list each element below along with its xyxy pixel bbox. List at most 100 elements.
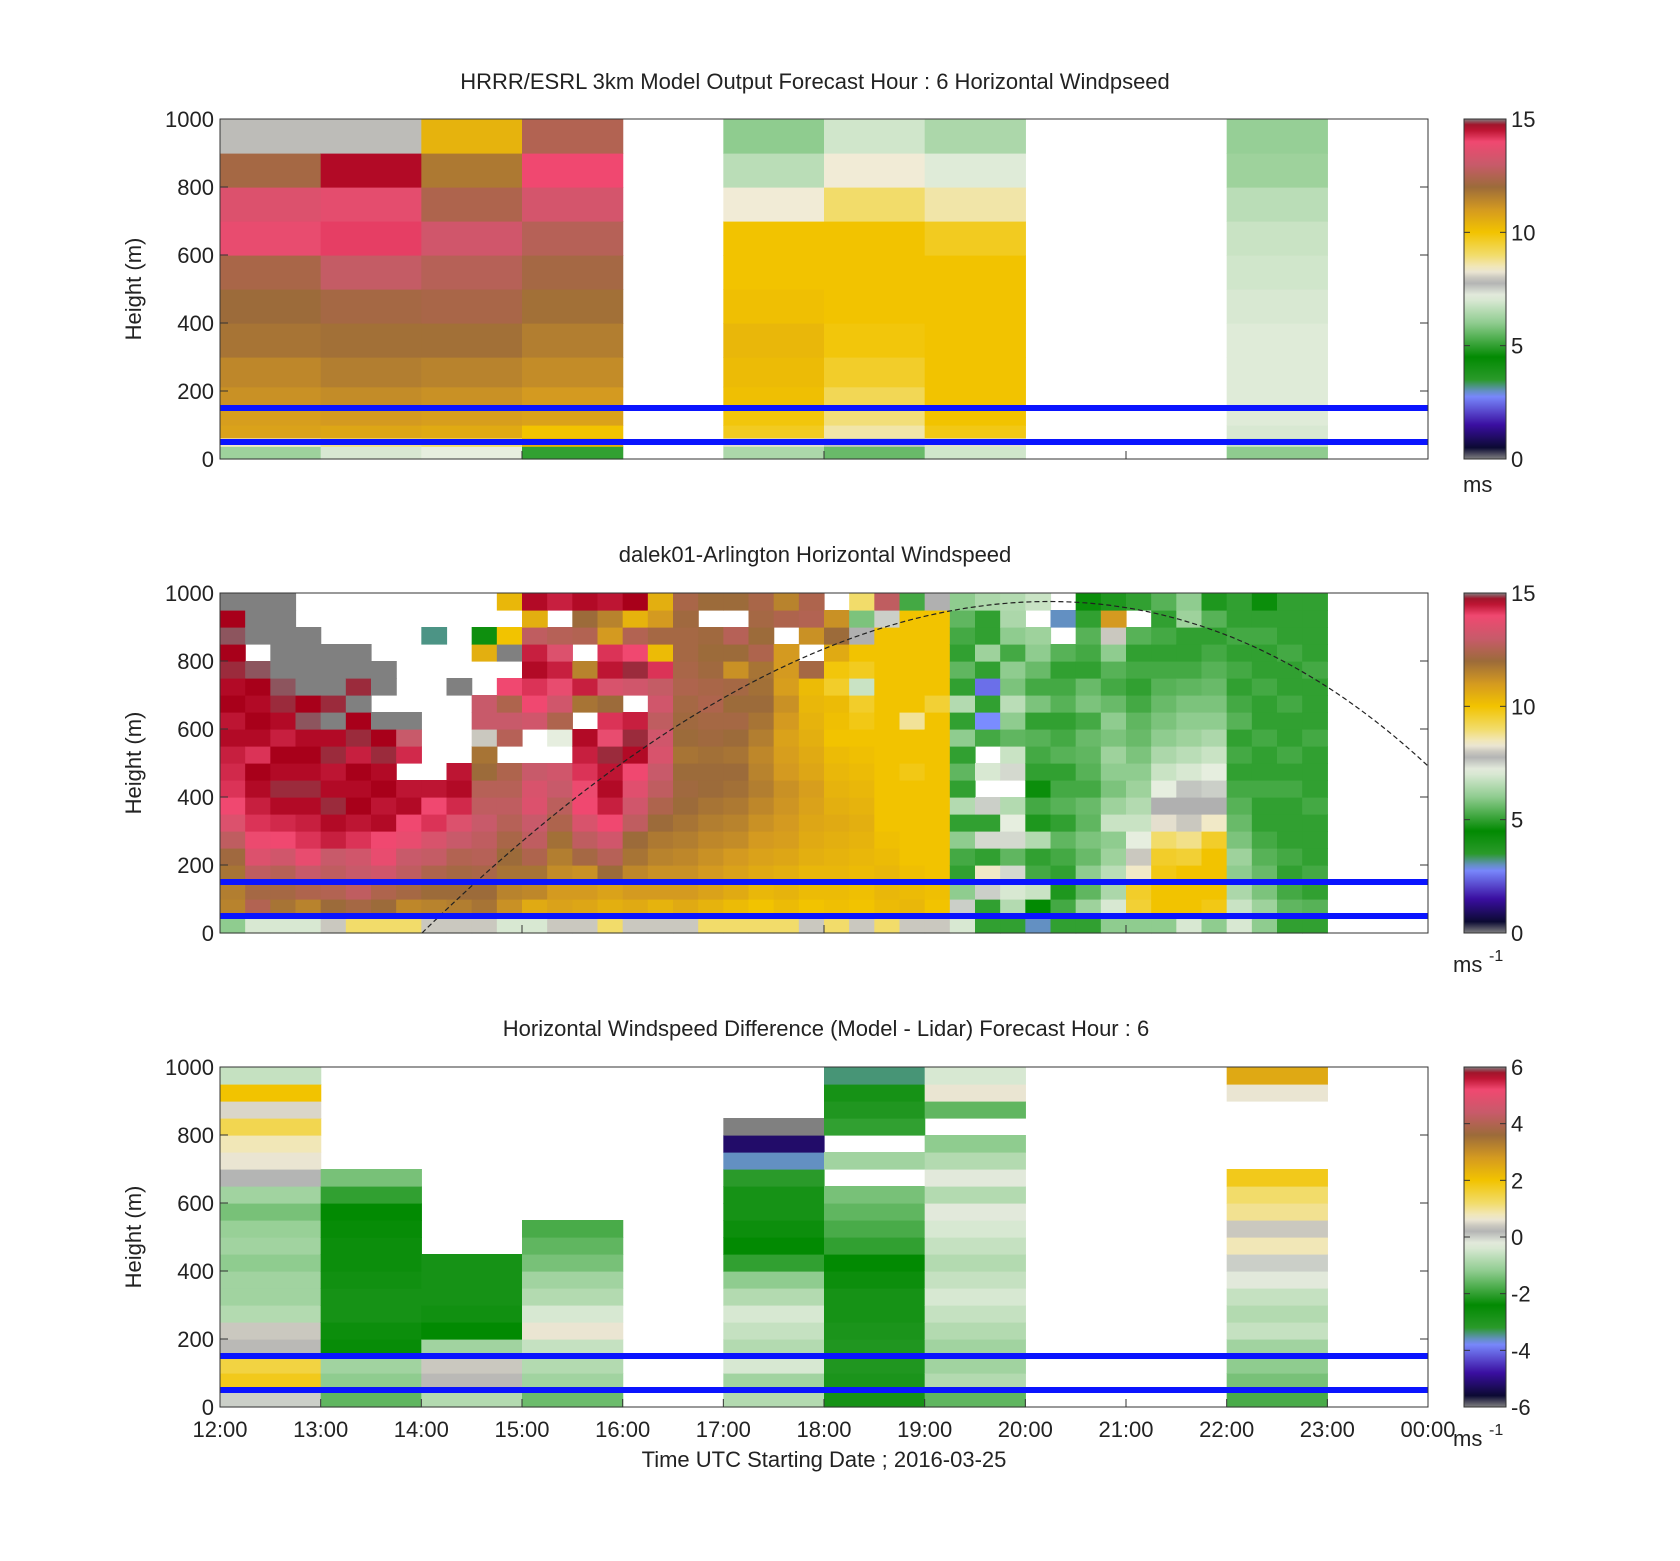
heatmap-cell	[1100, 627, 1127, 645]
heatmap-cell	[572, 593, 599, 611]
heatmap-cell	[572, 763, 599, 781]
heatmap-cell	[220, 1322, 322, 1340]
heatmap-cell	[924, 1305, 1026, 1323]
heatmap-cell	[698, 831, 724, 849]
heatmap-cell	[723, 763, 750, 781]
heatmap-cell	[547, 644, 573, 662]
heatmap-cell	[1050, 644, 1077, 662]
y-tick-label: 400	[177, 785, 214, 810]
heatmap-cell	[295, 763, 322, 781]
heatmap-cell	[547, 916, 573, 934]
x-tick-label: 21:00	[1098, 1417, 1153, 1442]
heatmap-cell	[1226, 848, 1253, 866]
heatmap-cell	[421, 814, 448, 832]
heatmap-cell	[849, 814, 875, 832]
heatmap-cell	[220, 386, 322, 409]
heatmap-cell	[899, 848, 926, 866]
colorbar-tick-label: 10	[1511, 694, 1535, 719]
heatmap-cell	[698, 695, 724, 713]
heatmap-cell	[220, 323, 322, 358]
heatmap-cell	[396, 729, 422, 747]
heatmap-cell	[1075, 661, 1102, 679]
heatmap-cell	[824, 425, 926, 439]
heatmap-cell	[572, 678, 599, 696]
heatmap-cell	[1025, 831, 1052, 849]
x-tick-label: 00:00	[1400, 1417, 1455, 1442]
heatmap-cell	[245, 916, 271, 934]
heatmap-cell	[1075, 746, 1102, 764]
heatmap-cell	[874, 712, 901, 730]
heatmap-cell	[245, 763, 271, 781]
heatmap-cell	[673, 695, 699, 713]
heatmap-cell	[220, 221, 322, 256]
heatmap-cell	[320, 1254, 422, 1272]
heatmap-cell	[949, 678, 976, 696]
heatmap-cell	[1277, 763, 1303, 781]
heatmap-cell	[320, 323, 422, 358]
heatmap-cell	[220, 425, 322, 439]
heatmap-cell	[924, 814, 951, 832]
heatmap-cell	[874, 644, 901, 662]
heatmap-cell	[421, 1271, 523, 1289]
heatmap-cell	[547, 695, 573, 713]
colorbar-gradient	[1463, 118, 1507, 460]
heatmap-cell	[371, 865, 397, 883]
heatmap-cell	[1251, 780, 1278, 798]
heatmap-cell	[1100, 661, 1127, 679]
heatmap-cell	[824, 1254, 926, 1272]
heatmap-cell	[824, 916, 850, 934]
panel-difference-x-axis: 12:00 13:00 14:00 15:00 16:00 17:00 18:00 19:00…	[192, 1399, 1456, 1442]
heatmap-cell	[748, 814, 775, 832]
heatmap-cell	[245, 797, 271, 815]
heatmap-cell	[1302, 814, 1328, 832]
heatmap-cell	[320, 678, 347, 696]
heatmap-cell	[975, 831, 1001, 849]
heatmap-cell	[496, 780, 523, 798]
heatmap-cell	[220, 153, 322, 188]
heatmap-cell	[320, 916, 347, 934]
colorbar-tick-label: 15	[1511, 107, 1535, 132]
heatmap-cell	[345, 916, 372, 934]
heatmap-cell	[496, 831, 523, 849]
heatmap-cell	[597, 593, 624, 611]
heatmap-cell	[1100, 746, 1127, 764]
heatmap-cell	[723, 1237, 825, 1255]
heatmap-cell	[924, 1390, 1026, 1408]
heatmap-cell	[496, 729, 523, 747]
heatmap-cell	[1025, 814, 1052, 832]
heatmap-cell	[1025, 661, 1052, 679]
heatmap-cell	[798, 814, 825, 832]
heatmap-cell	[1226, 865, 1253, 883]
heatmap-cell	[723, 1135, 825, 1153]
heatmap-cell	[522, 1220, 624, 1238]
heatmap-cell	[1226, 1186, 1328, 1204]
heatmap-cell	[1226, 916, 1253, 934]
heatmap-cell	[320, 780, 347, 798]
heatmap-cell	[1176, 882, 1203, 900]
heatmap-cell	[1251, 712, 1278, 730]
heatmap-cell	[824, 1186, 926, 1204]
heatmap-cell	[220, 593, 246, 611]
heatmap-cell	[874, 848, 901, 866]
heatmap-cell	[320, 712, 347, 730]
heatmap-cell	[1000, 695, 1026, 713]
heatmap-cell	[824, 695, 850, 713]
y-tick-label: 600	[177, 717, 214, 742]
heatmap-cell	[220, 1373, 322, 1391]
heatmap-cell	[1075, 712, 1102, 730]
heatmap-cell	[547, 712, 573, 730]
heatmap-cell	[245, 729, 271, 747]
heatmap-cell	[824, 661, 850, 679]
heatmap-cell	[698, 678, 724, 696]
heatmap-cell	[1025, 797, 1052, 815]
heatmap-cell	[849, 746, 875, 764]
heatmap-cell	[1025, 644, 1052, 662]
heatmap-cell	[1226, 814, 1253, 832]
heatmap-cell	[371, 916, 397, 934]
heatmap-cell	[1226, 661, 1253, 679]
heatmap-cell	[1226, 408, 1328, 426]
heatmap-cell	[748, 831, 775, 849]
panel-lidar-solar-elevation-curve	[421, 600, 1429, 934]
heatmap-cell	[446, 678, 473, 696]
heatmap-cell	[547, 865, 573, 883]
